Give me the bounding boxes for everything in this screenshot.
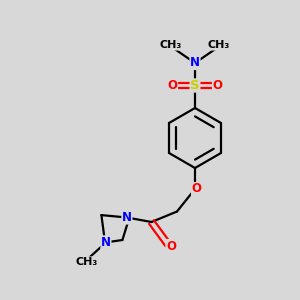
Text: N: N xyxy=(101,236,111,249)
Text: CH₃: CH₃ xyxy=(160,40,182,50)
Text: N: N xyxy=(190,56,200,70)
Text: CH₃: CH₃ xyxy=(75,257,98,267)
Text: O: O xyxy=(167,79,178,92)
Text: CH₃: CH₃ xyxy=(208,40,230,50)
Text: O: O xyxy=(191,182,202,196)
Text: N: N xyxy=(122,211,132,224)
Text: O: O xyxy=(166,239,176,253)
Text: S: S xyxy=(190,79,200,92)
Text: O: O xyxy=(212,79,223,92)
